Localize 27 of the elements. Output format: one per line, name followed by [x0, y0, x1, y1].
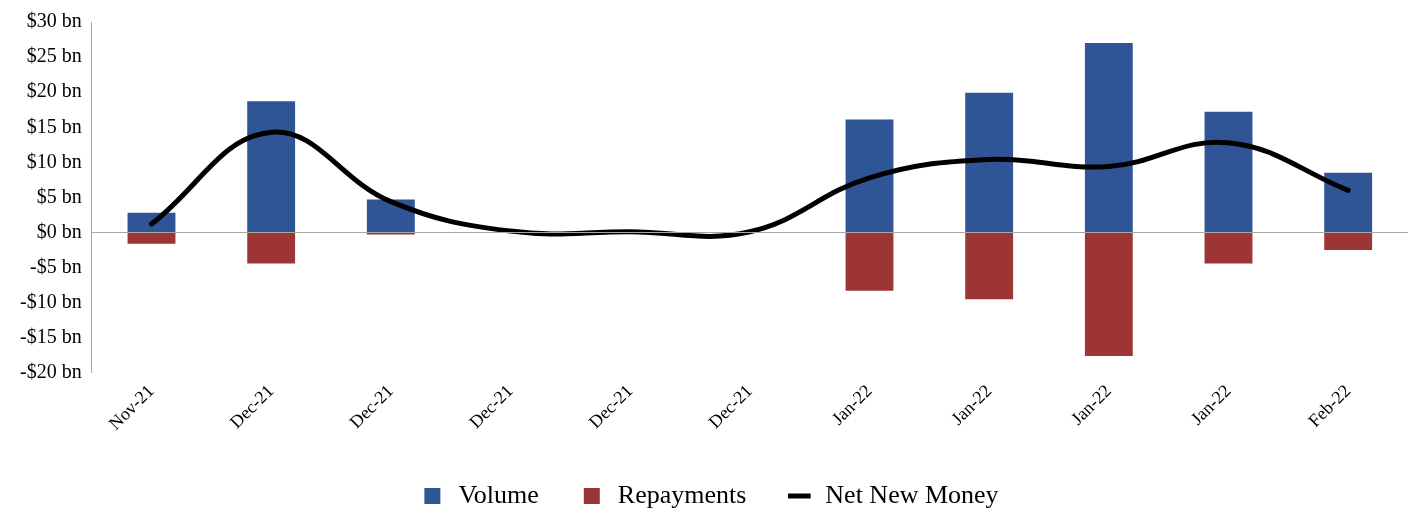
y-tick-label: $30 bn	[26, 9, 82, 32]
y-tick-label: $0 bn	[36, 219, 82, 242]
legend-label: Volume	[458, 479, 539, 509]
y-tick-label: $25 bn	[26, 44, 82, 67]
legend-label: Net New Money	[825, 479, 999, 509]
bar	[845, 119, 894, 233]
bar	[1084, 232, 1133, 356]
y-tick-label: $15 bn	[26, 114, 82, 137]
bar	[965, 92, 1014, 233]
bar	[247, 232, 296, 264]
y-tick-label: -$20 bn	[19, 360, 82, 383]
bar	[247, 101, 296, 233]
bar	[1084, 43, 1133, 233]
bar	[965, 232, 1014, 300]
bar	[1204, 111, 1253, 233]
legend-label: Repayments	[617, 479, 747, 509]
y-tick-label: -$15 bn	[19, 325, 82, 348]
bar	[1204, 232, 1253, 264]
bar	[127, 232, 176, 244]
bar	[1324, 232, 1373, 251]
y-tick-label: -$10 bn	[19, 289, 82, 312]
y-tick-label: $5 bn	[36, 184, 82, 207]
y-tick-label: $10 bn	[26, 149, 82, 172]
bar	[845, 232, 894, 291]
bar	[1324, 172, 1373, 233]
y-tick-label: -$5 bn	[29, 254, 82, 277]
y-tick-label: $20 bn	[26, 79, 82, 102]
